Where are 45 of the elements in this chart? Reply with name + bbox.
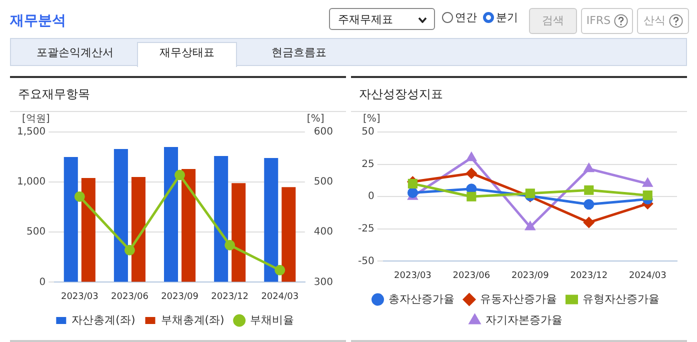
y-tick-label: -25 (358, 223, 374, 234)
x-tick-label: 2023/03 (394, 270, 432, 281)
text: 포괄손익계산서 (36, 45, 114, 61)
x-tick-label: 2023/12 (211, 292, 249, 302)
x-tick-label: 2024/03 (261, 292, 299, 302)
x-tick-label: 2024/03 (628, 270, 666, 281)
x-tick-label: 2023/06 (452, 270, 490, 281)
text: IFRS (581, 8, 633, 34)
text: 검색 (529, 8, 577, 34)
legend-label: 부채비율 (250, 313, 294, 326)
text: 현금흐름표 (270, 45, 328, 61)
x-tick-label: 2023/09 (161, 292, 199, 302)
text: 연간 (455, 11, 477, 24)
x-tick-label: 2023/09 (511, 270, 550, 281)
y-tick-label: 500 (26, 226, 46, 238)
y-tick-label: 0 (368, 191, 374, 202)
legend-label: 자기자본증가율 (485, 313, 562, 326)
text: 주재무제표 (329, 8, 435, 30)
y-tick-label: -50 (358, 256, 374, 267)
text: 재무상태표 (137, 42, 237, 67)
legend-label: 유동자산증가율 (480, 292, 557, 306)
x-tick-label: 2023/06 (111, 292, 149, 302)
y-tick-label: 0 (39, 276, 46, 288)
legend-label: 부채총계(좌) (160, 313, 224, 326)
y-tick-label: 50 (362, 126, 374, 138)
text: 산식 (637, 8, 689, 34)
legend-label: 유형자산증가율 (582, 292, 660, 306)
y-axis-title: [억원] (22, 114, 50, 125)
chart-title: 주요재무항목 (10, 78, 346, 112)
x-tick-label: 2023/12 (570, 270, 608, 281)
y2-tick-label: 500 (314, 176, 334, 188)
y-tick-label: 25 (362, 158, 374, 170)
y2-tick-label: 300 (314, 276, 334, 288)
text: 분기 (496, 11, 518, 24)
y-tick-label: 1,000 (16, 176, 46, 188)
y2-tick-label: 400 (314, 226, 334, 238)
legend-label: 총자산증가율 (388, 292, 454, 306)
chart-title: 자산성장성지표 (351, 78, 687, 112)
y2-axis-title: [%] (306, 114, 324, 125)
x-tick-label: 2023/03 (60, 292, 98, 302)
text: 재무분석 (10, 12, 66, 30)
legend-label: 자산총계(좌) (72, 313, 136, 326)
y2-tick-label: 600 (314, 126, 334, 138)
y-tick-label: 1,500 (16, 126, 46, 138)
y-axis-title: [%] (363, 114, 380, 125)
